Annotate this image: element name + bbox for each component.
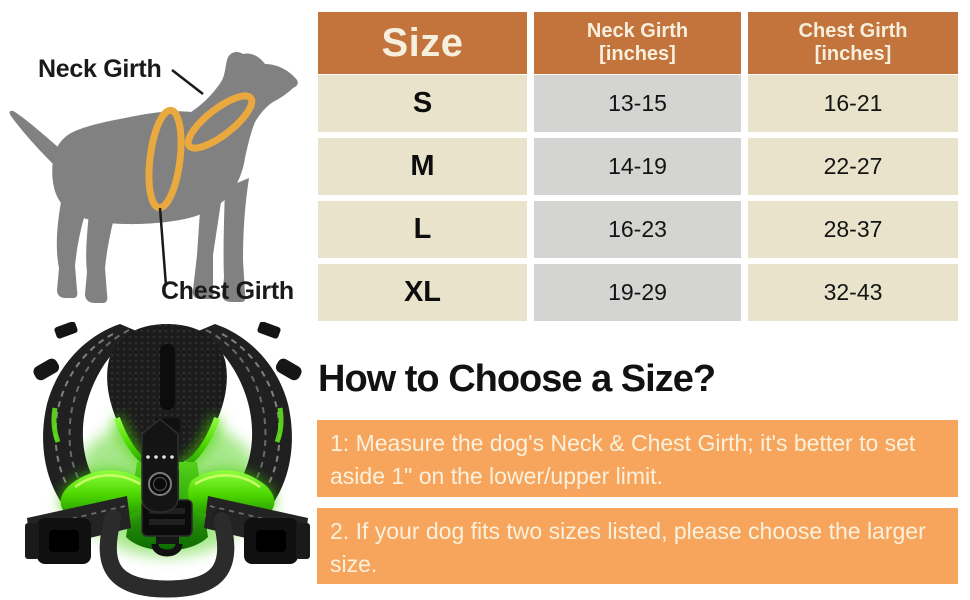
battery-indicator-dots — [146, 455, 174, 459]
handle-loop — [99, 509, 235, 598]
neck-cell-m: 14-19 — [534, 138, 741, 195]
col-header-chest-girth: Chest Girth [inches] — [748, 12, 958, 74]
dog-measurement-diagram — [9, 52, 298, 303]
neck-cell-xl: 19-29 — [534, 264, 741, 321]
dog-silhouette — [9, 52, 298, 303]
harness-product-photo — [25, 322, 310, 598]
size-cell-s: S — [318, 75, 527, 132]
power-button — [148, 472, 172, 496]
col-header-size: Size — [318, 12, 527, 74]
chest-cell-l: 28-37 — [748, 201, 958, 258]
neck-girth-label: Neck Girth — [38, 55, 162, 83]
strap-adjuster-left — [54, 322, 78, 339]
side-buckle-left — [25, 518, 91, 564]
col-header-chest-unit: [inches] — [814, 43, 892, 65]
side-buckle-right — [244, 518, 310, 564]
neck-girth-ring — [184, 92, 256, 152]
size-cell-xl: XL — [318, 264, 527, 321]
col-header-neck-girth: Neck Girth [inches] — [534, 12, 741, 74]
col-header-neck-title: Neck Girth — [586, 20, 689, 42]
step-2-box: 2. If your dog fits two sizes listed, pl… — [317, 508, 958, 584]
chest-cell-m: 22-27 — [748, 138, 958, 195]
size-cell-l: L — [318, 201, 527, 258]
col-header-neck-unit: [inches] — [599, 43, 676, 65]
chest-cell-xl: 32-43 — [748, 264, 958, 321]
strap-adjuster-right — [257, 322, 281, 339]
chest-girth-pointer-line — [158, 207, 168, 287]
col-header-chest-title: Chest Girth — [798, 20, 908, 42]
size-cell-m: M — [318, 138, 527, 195]
neck-girth-pointer-line — [171, 69, 204, 95]
chest-cell-s: 16-21 — [748, 75, 958, 132]
neck-cell-s: 13-15 — [534, 75, 741, 132]
led-control-module — [141, 418, 179, 513]
chest-girth-ring — [145, 106, 185, 212]
size-table: Size Neck Girth [inches] Chest Girth [in… — [318, 12, 958, 321]
step-1-box: 1: Measure the dog's Neck & Chest Girth;… — [317, 420, 958, 497]
chest-girth-label: Chest Girth — [161, 277, 294, 305]
shoulder-straps — [33, 324, 302, 502]
belly-straps — [25, 496, 310, 564]
guide-heading: How to Choose a Size? — [318, 358, 716, 400]
neck-cell-l: 16-23 — [534, 201, 741, 258]
